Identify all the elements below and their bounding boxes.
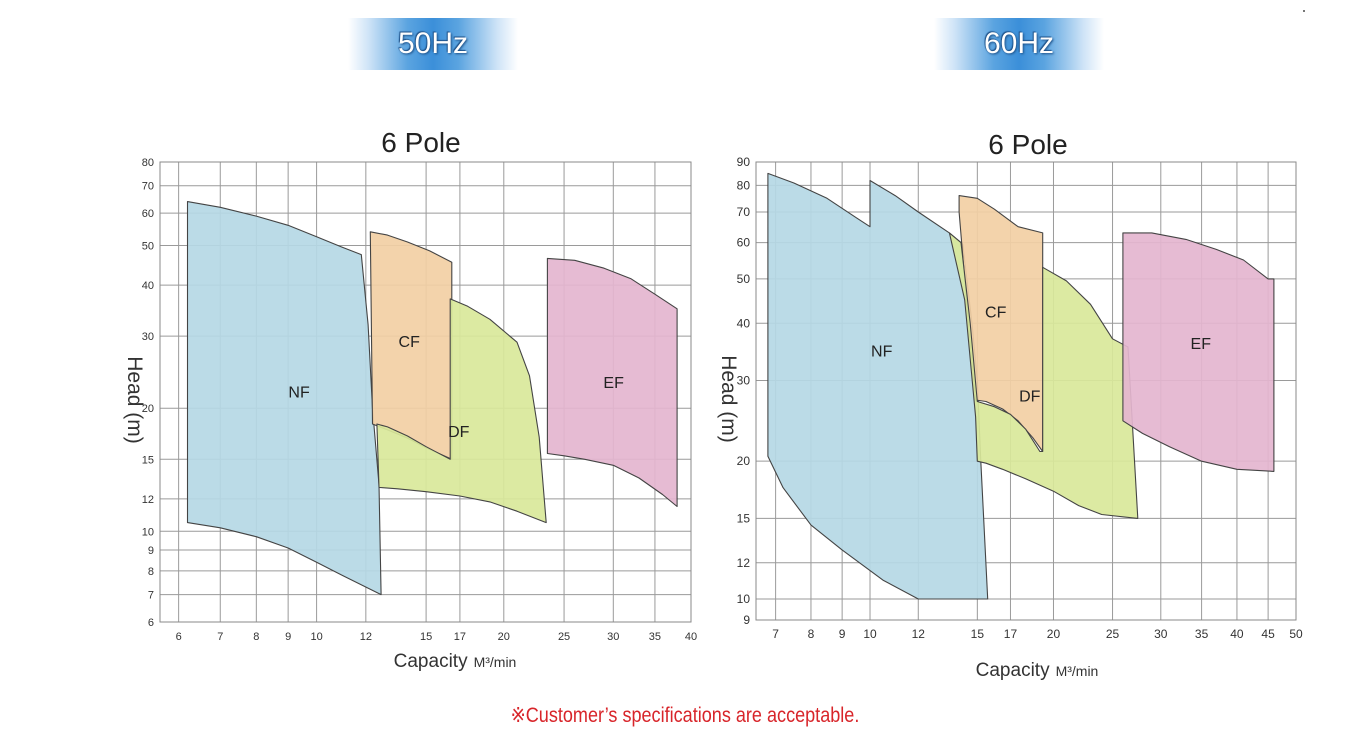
- y-tick-label: 10: [737, 592, 751, 606]
- series-label-nf: NF: [871, 343, 893, 360]
- chart-50hz: NF CF DF EF 6 7 8 9 10 12 15 17 20 25 30 35 40 6 7 8 9 10 12 15…: [123, 127, 697, 672]
- y-tick-label: 7: [148, 590, 154, 602]
- x-tick-label: 35: [649, 631, 661, 643]
- y-tick-label: 90: [737, 155, 751, 169]
- frequency-badge-60hz: 60Hz: [934, 18, 1104, 70]
- series-label-ef: EF: [603, 375, 624, 392]
- frequency-badge-50hz: 50Hz: [348, 18, 518, 70]
- x-tick-label: 7: [772, 627, 779, 641]
- series-label-nf: NF: [288, 385, 310, 402]
- x-tick-label: 9: [839, 627, 846, 641]
- x-tick-label: 17: [1004, 627, 1018, 641]
- y-tick-label: 6: [148, 617, 154, 629]
- x-tick-label: 9: [285, 631, 291, 643]
- y-tick-label: 80: [737, 178, 751, 192]
- y-tick-label: 50: [142, 240, 154, 252]
- x-tick-label: 10: [310, 631, 322, 643]
- x-tick-label: 17: [454, 631, 466, 643]
- x-tick-label: 8: [808, 627, 815, 641]
- chart-60hz: NF CF DF EF 7 8 9 10 12 15 17 20 25 30 35 40 45 50 9 10 12 15…: [717, 129, 1303, 681]
- chart-title: 6 Pole: [381, 127, 460, 158]
- stray-dot: [1303, 10, 1305, 12]
- y-tick-label: 40: [737, 316, 751, 330]
- x-tick-label: 20: [1047, 627, 1061, 641]
- series-label-ef: EF: [1191, 336, 1212, 353]
- y-tick-label: 12: [142, 494, 154, 506]
- x-tick-label: 7: [217, 631, 223, 643]
- y-tick-label: 9: [743, 613, 750, 627]
- x-tick-label: 15: [971, 627, 985, 641]
- series-label-cf: CF: [985, 304, 1007, 321]
- y-tick-label: 15: [737, 511, 751, 525]
- y-tick-label: 30: [142, 331, 154, 343]
- x-tick-label: 6: [176, 631, 182, 643]
- x-axis-label: Capacity M³/min: [976, 660, 1099, 681]
- series-df-region: [376, 298, 547, 524]
- y-tick-label: 80: [142, 157, 154, 169]
- x-tick-label: 10: [863, 627, 877, 641]
- x-tick-label: 50: [1289, 627, 1303, 641]
- y-tick-label: 10: [142, 526, 154, 538]
- x-tick-label: 15: [420, 631, 432, 643]
- series-nf-region: [186, 201, 382, 596]
- y-tick-label: 9: [148, 545, 154, 557]
- x-tick-label: 40: [685, 631, 697, 643]
- y-tick-label: 15: [142, 454, 154, 466]
- y-tick-label: 70: [142, 181, 154, 193]
- x-axis-label: Capacity M³/min: [394, 651, 517, 672]
- y-axis-label: Head (m): [717, 355, 740, 443]
- series-df-region: [948, 232, 1139, 519]
- series-ef-region: [546, 257, 678, 508]
- y-tick-label: 60: [737, 236, 751, 250]
- y-axis-label: Head (m): [123, 356, 146, 444]
- x-tick-label: 12: [360, 631, 372, 643]
- x-tick-label: 40: [1230, 627, 1244, 641]
- x-tick-label: 30: [1154, 627, 1168, 641]
- x-tick-label: 25: [558, 631, 570, 643]
- footnote: ※Customer’s specifications are acceptabl…: [510, 704, 860, 727]
- y-tick-label: 40: [142, 280, 154, 292]
- x-tick-label: 12: [912, 627, 926, 641]
- y-tick-label: 50: [737, 272, 751, 286]
- x-tick-label: 20: [498, 631, 510, 643]
- x-tick-label: 45: [1261, 627, 1275, 641]
- series-label-df: DF: [1019, 388, 1041, 405]
- series-label-df: DF: [448, 424, 470, 441]
- plot-frame: [159, 161, 692, 623]
- series-label-cf: CF: [399, 334, 421, 351]
- x-tick-label: 25: [1106, 627, 1120, 641]
- y-tick-label: 8: [148, 566, 154, 578]
- y-tick-label: 70: [737, 205, 751, 219]
- series-ef-region: [1122, 232, 1275, 472]
- plot-frame: [755, 161, 1297, 621]
- y-tick-label: 12: [737, 556, 751, 570]
- x-tick-label: 35: [1195, 627, 1209, 641]
- x-tick-label: 30: [607, 631, 619, 643]
- y-tick-label: 20: [737, 454, 751, 468]
- y-tick-label: 60: [142, 208, 154, 220]
- chart-title: 6 Pole: [988, 129, 1067, 160]
- y-tick-label: 30: [737, 374, 751, 388]
- y-tick-label: 20: [142, 403, 154, 415]
- x-tick-label: 8: [253, 631, 259, 643]
